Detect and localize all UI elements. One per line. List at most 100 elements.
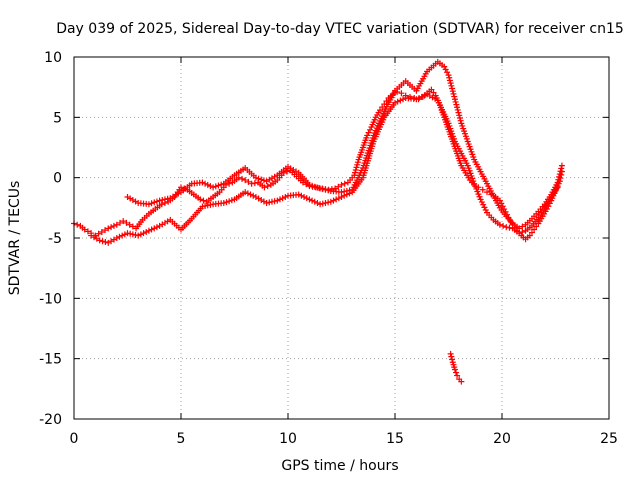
data-point-interp: [354, 161, 361, 168]
data-point: [120, 218, 127, 225]
data-point-interp: [102, 227, 109, 234]
data-point-interp: [303, 195, 310, 202]
data-point-interp: [223, 199, 230, 206]
data-point-interp: [314, 184, 321, 191]
data-point-interp: [557, 168, 564, 175]
data-point-interp: [148, 226, 155, 233]
data-point-interp: [161, 196, 168, 203]
data-point-interp: [74, 221, 81, 228]
data-point: [317, 185, 324, 192]
data-point: [445, 72, 452, 79]
data-point: [263, 200, 270, 207]
data-point-interp: [555, 176, 562, 183]
data-point-interp: [352, 167, 359, 174]
data-point: [428, 86, 435, 93]
data-point: [113, 221, 120, 228]
data-point: [235, 174, 242, 181]
x-tick-label: 0: [70, 431, 79, 447]
data-point: [477, 196, 484, 203]
data-point-interp: [449, 85, 456, 92]
data-point-interp: [116, 233, 123, 240]
data-point-interp: [218, 181, 225, 188]
data-point-interp: [151, 225, 158, 232]
data-point: [447, 350, 454, 357]
data-point-interp: [416, 95, 423, 102]
data-point: [261, 184, 268, 191]
data-point-interp: [140, 230, 147, 237]
data-point-interp: [556, 173, 563, 180]
data-point-interp: [430, 89, 437, 96]
data-point-interp: [137, 231, 144, 238]
data-point-interp: [245, 178, 252, 185]
data-point-interp: [446, 74, 453, 81]
data-point-interp: [325, 199, 332, 206]
data-point-interp: [456, 112, 463, 119]
data-point-interp: [164, 195, 171, 202]
data-point-interp: [298, 192, 305, 199]
data-point: [242, 177, 249, 184]
data-point: [248, 180, 255, 187]
data-point-interp: [506, 224, 513, 231]
data-point: [145, 201, 152, 208]
data-point-interp: [447, 80, 454, 87]
data-point-interp: [448, 82, 455, 89]
data-point-interp: [264, 183, 271, 190]
data-point-interp: [352, 169, 359, 176]
data-point: [81, 226, 88, 233]
data-point: [516, 230, 523, 237]
y-tick-label: 0: [53, 171, 62, 187]
data-point: [105, 225, 112, 232]
data-point-interp: [421, 92, 428, 99]
data-point-interp: [268, 198, 275, 205]
data-point-interp: [449, 356, 456, 363]
data-point-interp: [448, 353, 455, 360]
data-point: [295, 191, 302, 198]
data-point: [242, 189, 249, 196]
data-point-interp: [212, 183, 219, 190]
data-point-interp: [354, 159, 361, 166]
data-point-interp: [333, 196, 340, 203]
data-point: [327, 198, 334, 205]
y-tick-label: 10: [44, 50, 62, 66]
data-point: [503, 224, 510, 231]
data-point-interp: [452, 98, 459, 105]
y-tick-label: 5: [53, 110, 62, 126]
data-point-interp: [454, 106, 461, 113]
data-point: [338, 193, 345, 200]
data-point-interp: [143, 228, 150, 235]
grid-lines: [74, 57, 609, 419]
data-point-interp: [226, 180, 233, 187]
data-point-interp: [148, 200, 155, 207]
data-point-interp: [325, 187, 332, 194]
data-point-interp: [99, 238, 106, 245]
data-point-interp: [452, 369, 459, 376]
data-point: [124, 230, 131, 237]
y-tick-label: -20: [39, 412, 62, 428]
data-point: [392, 99, 398, 106]
data-point: [531, 226, 538, 233]
data-point: [454, 372, 461, 379]
data-point-interp: [279, 195, 286, 202]
data-point: [377, 107, 384, 114]
data-point-interp: [311, 183, 318, 190]
data-point-interp: [276, 196, 283, 203]
data-point-interp: [255, 175, 262, 182]
data-point-interp: [476, 193, 483, 200]
y-tick-label: -5: [48, 231, 62, 247]
data-point: [113, 235, 120, 241]
data-point: [98, 228, 105, 235]
data-point-interp: [266, 199, 273, 206]
data-point-interp: [153, 198, 160, 205]
data-point-interp: [473, 185, 480, 192]
data-point-interp: [271, 198, 278, 205]
data-point-interp: [346, 190, 353, 197]
data-point-interp: [394, 98, 401, 105]
data-point-interp: [215, 182, 222, 189]
data-point-interp: [84, 228, 91, 235]
data-point-interp: [244, 190, 251, 197]
data-point-interp: [127, 230, 134, 237]
data-point-interp: [418, 93, 425, 100]
data-point: [252, 174, 259, 181]
data-point-interp: [117, 219, 124, 226]
